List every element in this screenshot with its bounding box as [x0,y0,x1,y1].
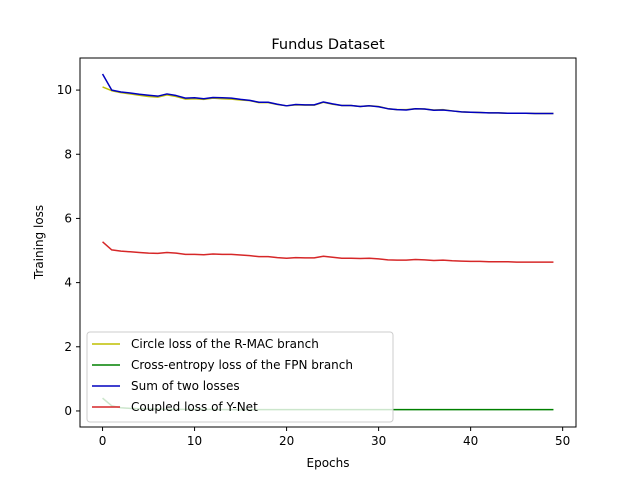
legend-box [86,331,394,423]
legend-label: Circle loss of the R-MAC branch [131,337,319,351]
x-tick-label: 30 [371,434,386,448]
legend-label: Cross-entropy loss of the FPN branch [131,358,353,372]
x-axis-label: Epochs [307,456,350,470]
series-line-3 [101,73,554,115]
y-tick-label: 0 [64,404,72,418]
y-tick-label: 8 [64,147,72,161]
x-axis-ticks: 0 10 20 30 40 50 [99,427,570,448]
legend-label: Sum of two losses [131,379,240,393]
y-tick-label: 2 [64,340,72,354]
legend: Circle loss of the R-MAC branch Cross-ent… [86,331,394,423]
y-tick-label: 4 [64,276,72,290]
chart-title: Fundus Dataset [271,37,385,53]
plot-frame [79,57,577,428]
y-tick-label: 10 [57,83,72,97]
x-tick-label: 20 [279,434,294,448]
legend-label: Coupled loss of Y-Net [131,400,258,414]
x-tick-label: 0 [99,434,107,448]
x-tick-label: 40 [463,434,478,448]
y-tick-label: 6 [64,211,72,225]
x-tick-label: 10 [187,434,202,448]
series-line-4 [102,241,554,263]
x-tick-label: 50 [555,434,570,448]
y-axis-label: Training loss [32,205,46,280]
y-axis-ticks: 0 2 4 6 8 10 [57,83,80,418]
